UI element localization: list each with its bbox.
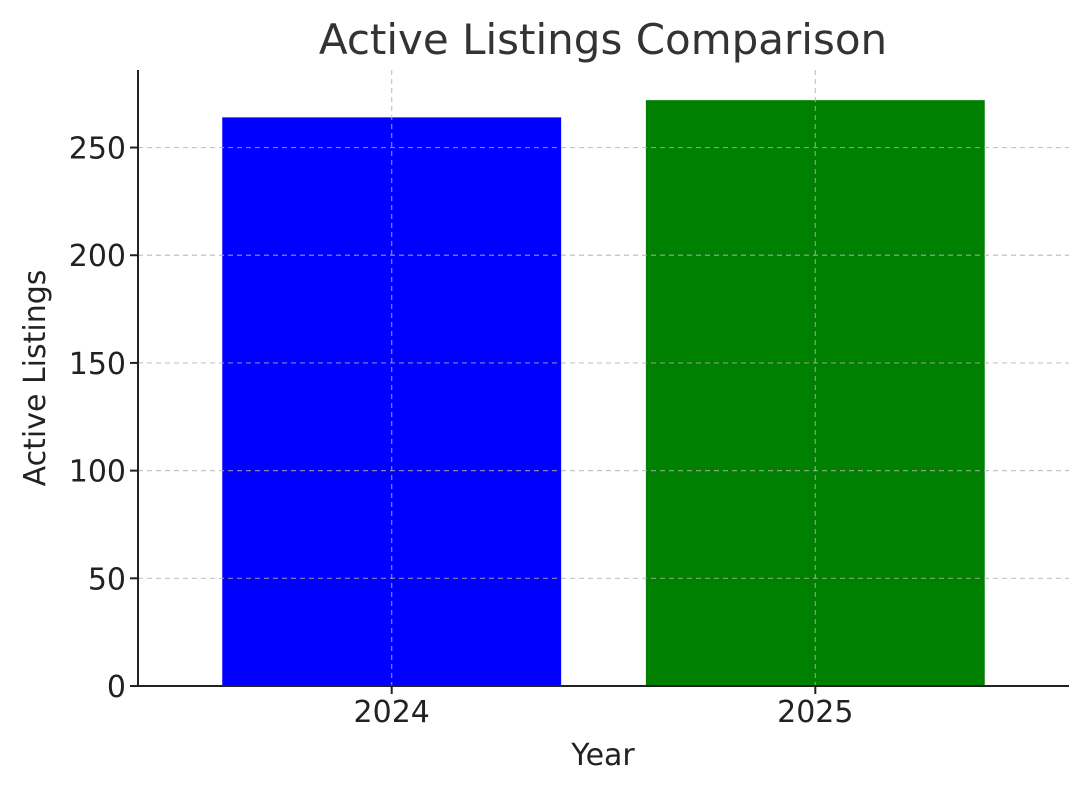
y-tick-label: 150 [69, 347, 126, 382]
y-tick-label: 50 [88, 562, 126, 597]
y-axis-label: Active Listings [18, 270, 53, 487]
chart-title: Active Listings Comparison [319, 15, 887, 64]
x-tick-label: 2024 [354, 695, 430, 730]
x-axis-label: Year [570, 738, 635, 773]
bar-2024 [222, 117, 562, 686]
y-tick-label: 0 [107, 670, 126, 705]
y-tick-label: 100 [69, 455, 126, 490]
y-tick-label: 250 [69, 132, 126, 167]
plot-area [138, 70, 1069, 686]
x-tick-label: 2025 [777, 695, 853, 730]
axis-ticks: 0 50 100 150 200 250 2024 2025 [69, 132, 854, 730]
y-tick-label: 200 [69, 239, 126, 274]
